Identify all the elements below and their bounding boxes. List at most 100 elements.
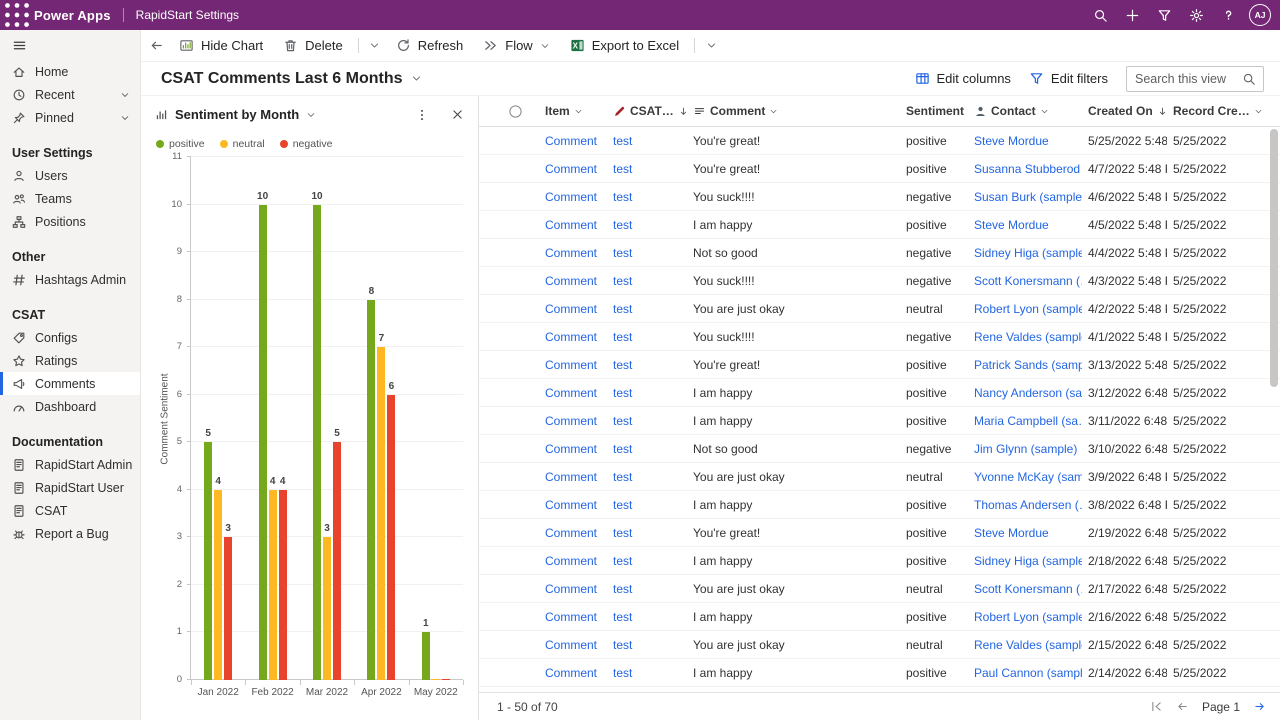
sidebar-item-configs[interactable]: Configs [0, 326, 140, 349]
item-link[interactable]: Comment [545, 301, 598, 316]
back-button[interactable] [143, 30, 169, 62]
bar-neutral-feb-2022[interactable] [268, 489, 277, 680]
help-icon[interactable] [1212, 0, 1244, 30]
item-link[interactable]: Comment [545, 441, 598, 456]
item-link[interactable]: Comment [545, 245, 598, 260]
overflow-chevron-button[interactable] [364, 30, 386, 62]
contact-link[interactable]: Robert Lyon (sample) [974, 301, 1082, 316]
contact-link[interactable]: Robert Lyon (sample) [974, 609, 1082, 624]
csat-link[interactable]: test [613, 189, 633, 204]
csat-link[interactable]: test [613, 525, 633, 540]
table-row[interactable]: Comment test You are just okay neutral Yvonn… [479, 463, 1280, 491]
csat-link[interactable]: test [613, 413, 633, 428]
table-row[interactable]: Comment test I am happy positive Steve Mordu… [479, 211, 1280, 239]
table-row[interactable]: Comment test You are just okay neutral Rene … [479, 631, 1280, 659]
next-page-icon[interactable] [1253, 700, 1266, 713]
csat-link[interactable]: test [613, 469, 633, 484]
item-link[interactable]: Comment [545, 497, 598, 512]
flow-button[interactable]: Flow [473, 30, 559, 62]
contact-link[interactable]: Steve Mordue [974, 217, 1049, 232]
table-row[interactable]: Comment test You're great! positive Patrick … [479, 351, 1280, 379]
contact-link[interactable]: Susanna Stubberod … [974, 161, 1082, 176]
item-link[interactable]: Comment [545, 469, 598, 484]
waffle-icon[interactable] [0, 0, 34, 30]
column-header-created-on[interactable]: Created On [1082, 104, 1167, 118]
table-row[interactable]: Comment test Not so good negative Sidney Hig… [479, 239, 1280, 267]
export-to-excel-button[interactable]: X Export to Excel [560, 30, 689, 62]
item-link[interactable]: Comment [545, 581, 598, 596]
table-row[interactable]: Comment test You are just okay neutral Rober… [479, 295, 1280, 323]
table-row[interactable]: Comment test You suck!!!! negative Scott Kon… [479, 267, 1280, 295]
table-row[interactable]: Comment test You're great! positive Steve Mo… [479, 127, 1280, 155]
bar-positive-may-2022[interactable] [421, 632, 430, 680]
item-link[interactable]: Comment [545, 273, 598, 288]
select-all-checkbox[interactable] [491, 104, 539, 119]
item-link[interactable]: Comment [545, 609, 598, 624]
csat-link[interactable]: test [613, 357, 633, 372]
contact-link[interactable]: Rene Valdes (sample) [974, 329, 1082, 344]
contact-link[interactable]: Patrick Sands (samp… [974, 357, 1082, 372]
table-row[interactable]: Comment test You suck!!!! negative Rene Vald… [479, 323, 1280, 351]
bar-negative-jan-2022[interactable] [224, 537, 233, 680]
table-row[interactable]: Comment test You're great! positive Steve Mo… [479, 519, 1280, 547]
sidebar-item-recent[interactable]: Recent [0, 83, 140, 106]
table-row[interactable]: Comment test I am happy positive Robert Lyon… [479, 603, 1280, 631]
contact-link[interactable]: Susan Burk (sample) [974, 189, 1082, 204]
csat-link[interactable]: test [613, 161, 633, 176]
table-row[interactable]: Comment test I am happy positive Paul Cannon… [479, 659, 1280, 687]
table-row[interactable]: Comment test I am happy positive Thomas Ande… [479, 491, 1280, 519]
bar-positive-feb-2022[interactable] [258, 204, 267, 680]
item-link[interactable]: Comment [545, 413, 598, 428]
sidebar-item-report-a-bug[interactable]: Report a Bug [0, 522, 140, 545]
chevron-down-icon[interactable] [1040, 107, 1049, 116]
table-row[interactable]: Comment test I am happy positive Sidney Higa… [479, 547, 1280, 575]
sidebar-item-pinned[interactable]: Pinned [0, 106, 140, 129]
bar-positive-apr-2022[interactable] [367, 299, 376, 680]
item-link[interactable]: Comment [545, 217, 598, 232]
menu-toggle[interactable] [0, 30, 140, 60]
column-header-comment[interactable]: Comment [687, 104, 900, 118]
csat-link[interactable]: test [613, 273, 633, 288]
sidebar-item-dashboard[interactable]: Dashboard [0, 395, 140, 418]
sidebar-item-positions[interactable]: Positions [0, 210, 140, 233]
refresh-button[interactable]: Refresh [386, 30, 474, 62]
csat-link[interactable]: test [613, 329, 633, 344]
sidebar-item-ratings[interactable]: Ratings [0, 349, 140, 372]
chevron-down-icon[interactable] [306, 110, 316, 120]
close-chart-icon[interactable] [451, 108, 464, 121]
sidebar-item-csat[interactable]: CSAT [0, 499, 140, 522]
bar-positive-mar-2022[interactable] [313, 204, 321, 680]
item-link[interactable]: Comment [545, 525, 598, 540]
table-row[interactable]: Comment test I am happy positive Nancy Ander… [479, 379, 1280, 407]
previous-page-icon[interactable] [1176, 700, 1189, 713]
bar-neutral-jan-2022[interactable] [214, 489, 223, 680]
search-icon[interactable] [1084, 0, 1116, 30]
sidebar-item-teams[interactable]: Teams [0, 187, 140, 210]
contact-link[interactable]: Steve Mordue [974, 525, 1049, 540]
chevron-down-icon[interactable] [120, 90, 130, 100]
sidebar-item-home[interactable]: Home [0, 60, 140, 83]
chevron-down-icon[interactable] [120, 113, 130, 123]
bar-negative-mar-2022[interactable] [333, 442, 341, 680]
contact-link[interactable]: Sidney Higa (sample) [974, 553, 1082, 568]
csat-link[interactable]: test [613, 553, 633, 568]
item-link[interactable]: Comment [545, 385, 598, 400]
csat-link[interactable]: test [613, 581, 633, 596]
delete-button[interactable]: Delete [273, 30, 353, 62]
column-header-sentiment[interactable]: Sentiment [900, 104, 968, 118]
csat-link[interactable]: test [613, 245, 633, 260]
environment-name[interactable]: RapidStart Settings [135, 8, 240, 22]
csat-link[interactable]: test [613, 217, 633, 232]
first-page-icon[interactable] [1150, 700, 1163, 713]
app-title[interactable]: Power Apps [34, 7, 111, 23]
item-link[interactable]: Comment [545, 357, 598, 372]
bar-negative-may-2022[interactable] [441, 678, 450, 680]
csat-link[interactable]: test [613, 385, 633, 400]
column-header-record-created[interactable]: Record Cre… [1167, 104, 1280, 118]
item-link[interactable]: Comment [545, 553, 598, 568]
gear-icon[interactable] [1180, 0, 1212, 30]
edit-columns-button[interactable]: Edit columns [915, 71, 1011, 86]
contact-link[interactable]: Jim Glynn (sample) [974, 441, 1078, 456]
sidebar-item-users[interactable]: Users [0, 164, 140, 187]
bar-neutral-apr-2022[interactable] [377, 347, 386, 680]
